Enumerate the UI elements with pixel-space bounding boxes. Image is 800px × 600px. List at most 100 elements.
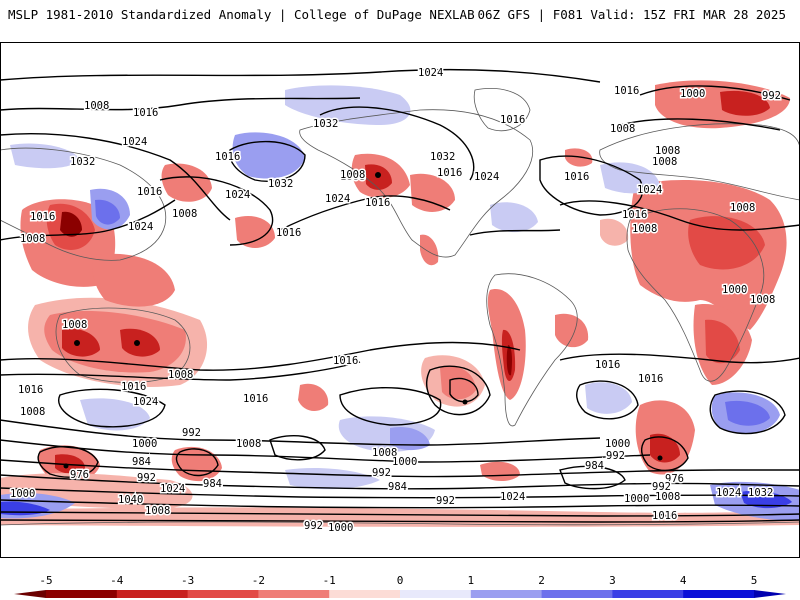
anomaly-area [440,366,476,400]
isobar-label: 1000 [605,438,630,450]
isobar-label: 1016 [652,510,677,522]
anomaly-area [600,218,629,246]
anomaly-area [585,382,632,414]
anomaly-area [506,345,512,376]
isobar-label: 1008 [652,156,677,168]
anomaly-area [80,398,150,431]
isobar [0,439,651,463]
colorbar-tick-label: 1 [467,574,474,587]
colorbar-swatch [612,590,684,598]
isobar-label: 1008 [236,438,261,450]
isobar [279,195,451,231]
isobar-label: 992 [606,450,625,462]
isobar [0,459,800,478]
isobar [469,229,561,236]
isobar-label: 1008 [655,145,680,157]
colorbar-tick-label: 2 [538,574,545,587]
isobar [539,155,644,216]
colorbar-swatch [116,590,189,598]
anomaly-area [298,383,329,412]
colorbar-tick-label: -4 [110,574,124,587]
isobar [175,448,219,477]
colorbar-tick-label: 3 [609,574,616,587]
isobar-label: 1008 [730,202,755,214]
colorbar-right-arrow [754,590,786,598]
colorbar-tick-label: 0 [397,574,404,587]
colorbar-swatch [470,590,543,598]
coastline-north-america [299,109,533,258]
isobar-label: 1024 [716,487,741,499]
isobar-label: 1016 [276,227,301,239]
isobar [0,133,231,221]
isobar-label: 1024 [637,184,662,196]
isobar-label: 1016 [564,171,589,183]
colorbar-tick-label: -2 [252,574,265,587]
isobar-label: 1008 [62,319,87,331]
isobar-label: 992 [137,472,156,484]
isobar [639,85,791,101]
coastline-asia-east [0,147,167,261]
isobar-label: 1016 [137,186,162,198]
colorbar-swatch [683,590,755,598]
isobar-label: 1000 [722,284,747,296]
isobar-label: 1016 [622,209,647,221]
pressure-center [134,340,140,346]
isobar [559,353,800,364]
anomaly-area [600,162,660,194]
isobar [339,387,442,426]
anomaly-area [705,319,740,364]
isobar-label: 1008 [20,406,45,418]
coastline-greenland [473,88,531,132]
pressure-center [657,455,663,461]
isobar-label: 1016 [215,151,240,163]
isobar [0,68,601,83]
isobar-label: 1024 [160,483,185,495]
colorbar-swatch [258,590,330,598]
anomaly-area [410,173,455,212]
isobar-label: 1008 [340,171,365,183]
isobar-label: 992 [436,495,455,507]
isobar-label: 1008 [168,369,193,381]
anomaly-area [285,468,380,490]
colorbar-tick-label: -5 [39,574,52,587]
pressure-center [63,463,69,469]
isobar-label: 1008 [84,100,109,112]
isobar-label: 1008 [172,208,197,220]
coastline-africa [626,208,764,382]
isobar-label: 992 [372,467,391,479]
isobar [426,365,491,416]
anomaly-area [555,313,589,348]
isobar-labels: 1024 1000 992 1016 1008 1016 1024 1032 1… [9,66,783,536]
colorbar-swatch [46,590,118,598]
isobar [0,487,800,499]
colorbar-ticks: -5 -4 -3 -2 -1 0 1 2 3 4 5 [39,574,757,587]
colorbar-tick-label: 5 [751,574,758,587]
model-run-info: 06Z GFS | F081 Valid: 15Z FRI MAR 28 202… [477,7,786,22]
isobar-label: 1008 [340,169,365,181]
isobar-label: 1024 [474,171,499,183]
isobar-label: 1032 [748,487,773,499]
isobar-label: 1016 [500,114,525,126]
isobar-label: 1000 [10,488,35,500]
isobar-label: 1016 [121,381,146,393]
isobar-label: 1008 [610,123,635,135]
isobar [37,445,99,478]
map-title: MSLP 1981-2010 Standardized Anomaly | Co… [8,7,475,22]
isobar-label: 992 [304,520,323,532]
isobar-label: 1008 [20,233,45,245]
anomaly-area [10,143,80,169]
isobar [640,436,689,472]
anomaly-area [95,199,120,225]
isobar-label: 1016 [595,359,620,371]
isobar-label: 1032 [430,151,455,163]
isobar [449,377,479,403]
colorbar-swatch [541,590,613,598]
coastline-europe-asia [599,123,800,201]
isobar [709,390,786,435]
isobar-label: 1016 [437,167,462,179]
colorbar-swatch [187,590,259,598]
coastlines [0,88,800,526]
colorbar-swatch [400,590,472,598]
